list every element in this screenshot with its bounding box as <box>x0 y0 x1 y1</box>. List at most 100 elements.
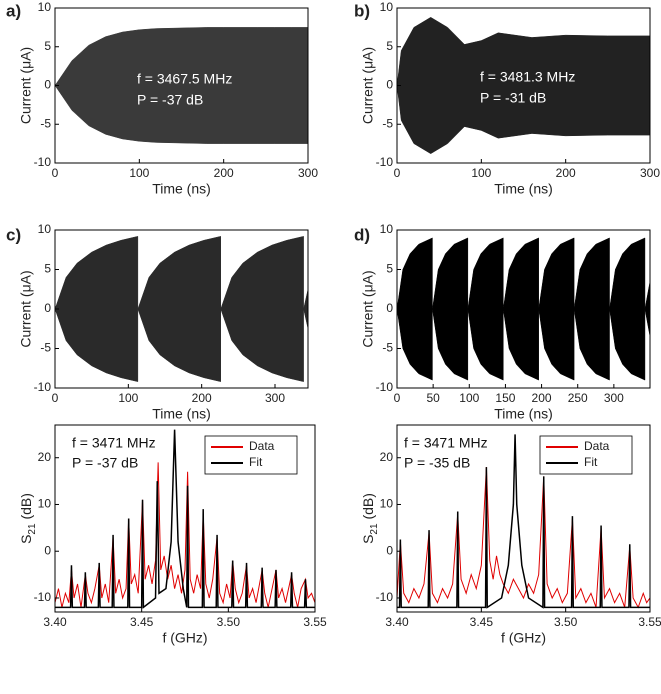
x-axis-label: f (GHz) <box>501 630 546 646</box>
x-tick-label: 150 <box>495 391 515 405</box>
y-tick-label: 10 <box>38 497 52 511</box>
y-tick-label: -5 <box>382 116 393 130</box>
x-tick-label: 3.50 <box>554 615 578 629</box>
x-tick-label: 3.45 <box>470 615 494 629</box>
y-tick-label: 0 <box>386 78 393 92</box>
legend-label: Fit <box>584 455 598 469</box>
annotation: P = -35 dB <box>404 455 470 471</box>
envelope-upper <box>55 27 308 86</box>
x-tick-label: 3.40 <box>43 615 67 629</box>
plot-area <box>55 429 315 609</box>
y-tick-label: -5 <box>40 341 51 355</box>
series-line <box>55 462 315 608</box>
y-tick-label: 20 <box>380 450 394 464</box>
y-tick-label: -10 <box>34 590 52 604</box>
x-tick-label: 3.55 <box>638 615 661 629</box>
x-tick-label: 200 <box>532 391 552 405</box>
x-tick-label: 3.45 <box>130 615 154 629</box>
y-tick-label: -10 <box>34 380 52 394</box>
y-axis-label-part: S <box>360 535 376 544</box>
envelope-lower <box>397 85 650 154</box>
envelope-lower <box>55 85 308 144</box>
x-tick-label: 0 <box>394 391 401 405</box>
x-tick-label: 3.55 <box>303 615 327 629</box>
y-tick-label: 5 <box>44 39 51 53</box>
envelope-upper <box>397 237 650 310</box>
x-axis-label: Time (ns) <box>494 406 553 422</box>
plot-area <box>397 17 650 154</box>
y-tick-label: -10 <box>376 590 394 604</box>
annotation: f = 3467.5 MHz <box>137 71 232 87</box>
y-tick-label: 0 <box>44 78 51 92</box>
legend-label: Fit <box>249 455 263 469</box>
panel-label: a) <box>6 1 21 20</box>
envelope-upper <box>397 17 650 86</box>
annotation: P = -37 dB <box>72 455 138 471</box>
x-tick-label: 300 <box>298 166 318 180</box>
y-tick-label: -10 <box>376 155 394 169</box>
plot-area <box>55 27 308 144</box>
x-tick-label: 100 <box>459 391 479 405</box>
y-axis-label-part: S <box>18 535 34 544</box>
y-axis-label-part: 21 <box>27 523 38 535</box>
x-axis-label: f (GHz) <box>162 630 207 646</box>
y-tick-label: 10 <box>38 0 52 14</box>
x-tick-label: 100 <box>118 391 138 405</box>
y-axis-label: Current (μA) <box>18 270 34 347</box>
envelope-lower <box>397 308 650 381</box>
panel-label: d) <box>354 225 370 244</box>
y-axis-label: S21 (dB) <box>360 493 380 544</box>
x-tick-label: 50 <box>426 391 440 405</box>
panel-label: c) <box>6 225 21 244</box>
y-tick-label: 5 <box>386 262 393 276</box>
series-line <box>397 434 650 609</box>
x-axis-label: Time (ns) <box>152 406 211 422</box>
y-tick-label: 10 <box>380 0 394 14</box>
x-tick-label: 0 <box>52 166 59 180</box>
y-axis-label-part: 21 <box>369 523 380 535</box>
y-tick-label: -5 <box>40 116 51 130</box>
x-axis-label: Time (ns) <box>152 181 211 197</box>
x-tick-label: 200 <box>556 166 576 180</box>
legend-label: Data <box>584 439 610 453</box>
y-tick-label: -5 <box>382 341 393 355</box>
annotation: f = 3471 MHz <box>404 435 488 451</box>
y-tick-label: 5 <box>44 262 51 276</box>
y-axis-label: S21 (dB) <box>18 493 38 544</box>
y-tick-label: -10 <box>376 380 394 394</box>
envelope-lower <box>55 308 308 382</box>
y-tick-label: 10 <box>380 497 394 511</box>
y-axis-label-part: (dB) <box>360 493 376 523</box>
x-tick-label: 200 <box>214 166 234 180</box>
x-tick-label: 200 <box>192 391 212 405</box>
annotation: P = -31 dB <box>480 90 546 106</box>
y-axis-label: Current (μA) <box>18 47 34 124</box>
plot-frame <box>54 424 316 613</box>
y-tick-label: 10 <box>38 222 52 236</box>
plot-area <box>397 434 650 609</box>
series-line <box>55 429 315 609</box>
legend-label: Data <box>249 439 275 453</box>
x-tick-label: 3.50 <box>217 615 241 629</box>
y-tick-label: 0 <box>386 543 393 557</box>
y-axis-label: Current (μA) <box>360 47 376 124</box>
y-axis-label-part: (dB) <box>18 493 34 523</box>
plot-area <box>397 237 650 381</box>
x-tick-label: 100 <box>471 166 491 180</box>
x-tick-label: 250 <box>568 391 588 405</box>
legend-frame <box>204 435 298 475</box>
x-tick-label: 3.40 <box>385 615 409 629</box>
plot-frame <box>396 424 651 613</box>
envelope-upper <box>55 236 308 310</box>
y-tick-label: 20 <box>38 450 52 464</box>
x-tick-label: 0 <box>52 391 59 405</box>
y-axis-label: Current (μA) <box>360 270 376 347</box>
x-tick-label: 300 <box>604 391 624 405</box>
y-tick-label: 10 <box>380 222 394 236</box>
x-tick-label: 0 <box>394 166 401 180</box>
y-tick-label: -10 <box>34 155 52 169</box>
y-tick-label: 0 <box>44 543 51 557</box>
panel-label: b) <box>354 1 370 20</box>
annotation: f = 3471 MHz <box>72 435 156 451</box>
